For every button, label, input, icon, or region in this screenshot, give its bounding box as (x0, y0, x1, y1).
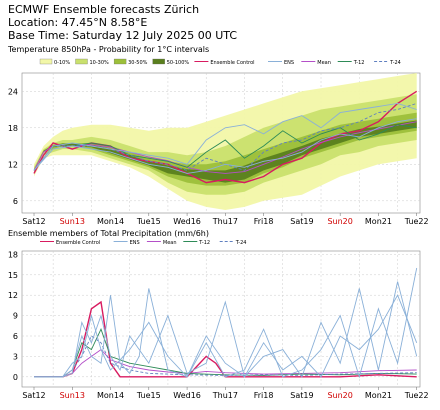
x-tick-label: Wed16 (173, 217, 201, 226)
x-tick-label: Thu17 (212, 217, 238, 226)
series-line-control (33, 90, 418, 184)
x-tick-label: Sun13 (60, 391, 85, 400)
plot-frame-1 (21, 250, 421, 388)
series-line-ens (33, 102, 417, 171)
temperature-chart-subtitle: Temperature 850hPa - Probability for 1°C… (8, 45, 210, 54)
series-line-ens (33, 118, 417, 174)
x-tick-label: Sun13 (60, 217, 85, 226)
series-line-control (34, 300, 417, 378)
series-line-t12 (34, 328, 417, 378)
x-tick-label: Sat12 (22, 391, 45, 400)
x-tick-label: Thu17 (212, 391, 238, 400)
x-tick-label: Wed16 (173, 391, 201, 400)
y-tick-label: 9 (13, 312, 18, 321)
chart-title: ECMWF Ensemble forecasts Zürich (8, 3, 200, 16)
y-tick-label: 0 (13, 373, 18, 382)
x-tick-label: Mon14 (97, 391, 124, 400)
legend-label: Ensemble Control (56, 240, 100, 246)
series-line-t24 (34, 335, 417, 378)
legend-label: Mean (317, 60, 331, 66)
precipitation-chart-title: Ensemble members of Total Precipitation … (8, 229, 209, 238)
legend-label: T-24 (389, 60, 401, 66)
x-tick-label: Mon21 (365, 391, 392, 400)
x-tick-label: Tue22 (404, 217, 429, 226)
probability-band-p10_30 (34, 94, 417, 195)
series-line-mean (33, 121, 417, 174)
x-tick-label: Tue15 (136, 217, 161, 226)
series-line-ens (34, 281, 418, 378)
y-tick-label: 3 (13, 352, 18, 361)
x-tick-label: Fri18 (254, 217, 274, 226)
y-tick-label: 6 (13, 332, 18, 341)
x-tick-label: Mon21 (365, 217, 392, 226)
location-label: Location: 47.45°N 8.58°E (8, 16, 148, 29)
y-tick-label: 12 (8, 291, 18, 300)
legend-label: 10-30% (90, 60, 110, 66)
legend-label: Ensemble Control (210, 60, 254, 66)
legend-label: ENS (130, 240, 140, 246)
legend-label: ENS (284, 60, 294, 66)
y-tick-label: 18 (8, 250, 18, 259)
x-tick-label: Sun20 (327, 391, 352, 400)
legend-label: T-12 (198, 240, 210, 246)
legend-label: 30-50% (128, 60, 148, 66)
probability-band-p30_50 (34, 112, 417, 186)
series-line-ens (34, 294, 418, 378)
legend-swatch (152, 58, 165, 65)
y-tick-label: 24 (8, 87, 18, 96)
legend-label: T-12 (353, 60, 365, 66)
x-tick-label: Sun20 (327, 217, 352, 226)
x-tick-label: Sat12 (22, 217, 45, 226)
x-tick-label: Tue22 (404, 391, 429, 400)
probability-band-p50_100 (34, 120, 417, 183)
y-tick-label: 6 (13, 197, 18, 206)
probability-band-p0_10 (34, 73, 417, 210)
legend-label: Mean (163, 240, 177, 246)
x-tick-label: Fri18 (254, 391, 274, 400)
legend-label: T-24 (235, 240, 247, 246)
series-line-mean (34, 349, 417, 378)
legend-swatch (113, 58, 127, 65)
y-tick-label: 18 (8, 124, 18, 133)
legend-label: 50-100% (167, 60, 190, 66)
x-tick-label: Sat19 (290, 217, 313, 226)
base-time-label: Base Time: Saturday 12 July 2025 00 UTC (8, 29, 238, 42)
legend-label: 0-10% (54, 60, 70, 66)
x-tick-label: Mon14 (97, 217, 124, 226)
y-tick-label: 12 (8, 160, 18, 169)
legend-swatch (75, 58, 88, 65)
legend-swatch (39, 58, 53, 65)
x-tick-label: Tue15 (136, 391, 161, 400)
y-tick-label: 15 (8, 271, 18, 280)
x-tick-label: Sat19 (290, 391, 313, 400)
